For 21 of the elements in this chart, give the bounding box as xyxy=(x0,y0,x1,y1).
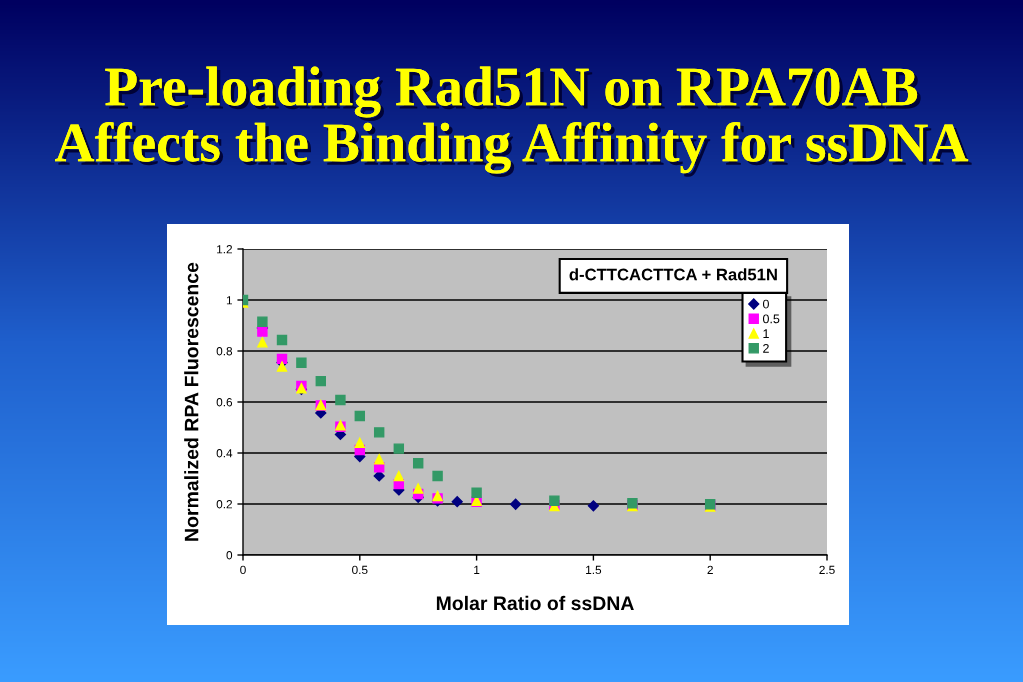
legend-title: d-CTTCACTTCA + Rad51N xyxy=(569,268,777,281)
y-tick-label: 0.6 xyxy=(216,398,233,407)
y-axis-title: Normalized RPA Fluorescence xyxy=(184,262,199,541)
y-tick-label: 0 xyxy=(226,551,233,560)
legend-label: 2 xyxy=(763,343,769,353)
x-tick-label: 1 xyxy=(474,565,480,574)
y-tick-label: 0.8 xyxy=(216,347,233,356)
x-axis-title: Molar Ratio of ssDNA xyxy=(436,595,634,611)
x-tick-label: 2 xyxy=(707,565,713,574)
chart-title: Pre-loading Rad51N on RPA70AB Affects the Binding Affinity for ssDNA xyxy=(54,66,972,177)
y-tick-label: 1 xyxy=(226,296,233,305)
x-tick-label: 0.5 xyxy=(352,565,368,575)
y-tick-label: 0.4 xyxy=(216,449,233,458)
legend-label: 0 xyxy=(762,299,769,309)
y-tick-label: 1.2 xyxy=(217,245,232,254)
x-tick-label: 1.5 xyxy=(586,565,602,575)
legend-label: 1 xyxy=(763,329,769,338)
x-tick-label: 2.5 xyxy=(819,565,835,575)
y-tick-label: 0.2 xyxy=(216,500,232,509)
x-tick-label: 0 xyxy=(240,565,246,575)
legend-label: 0.5 xyxy=(762,314,780,324)
